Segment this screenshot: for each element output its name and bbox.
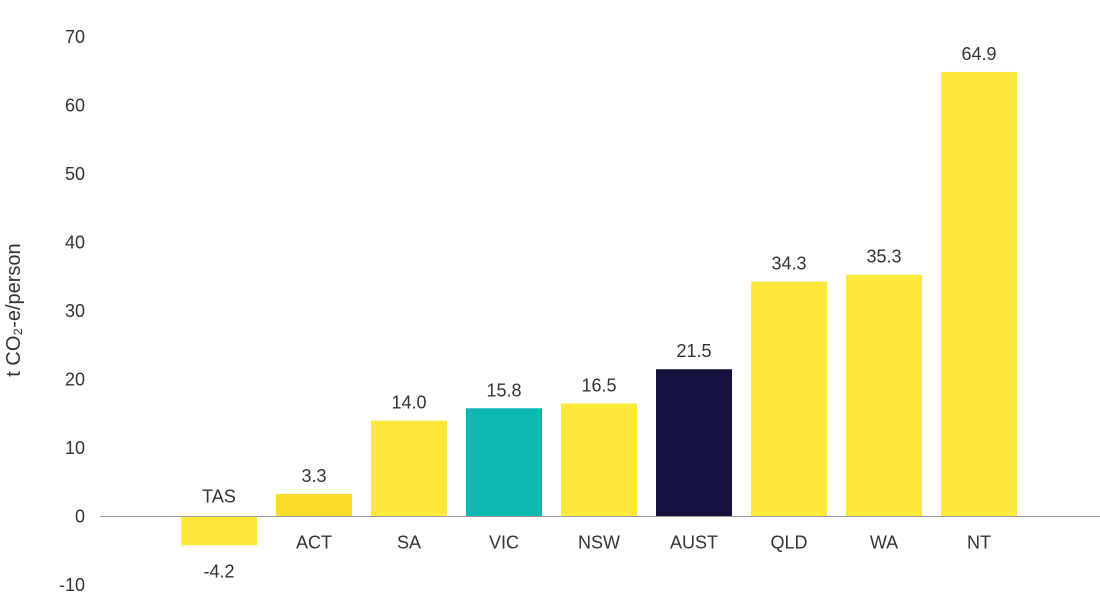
data-label-sa: 14.0 <box>391 393 426 413</box>
data-label-vic: 15.8 <box>486 380 521 400</box>
category-label-aust: AUST <box>670 533 718 553</box>
y-tick-label: -10 <box>59 575 85 595</box>
bar-act <box>276 493 352 517</box>
y-axis-label: t CO₂-e/person <box>3 243 25 376</box>
category-label-tas: TAS <box>202 487 236 507</box>
bar-sa <box>371 420 447 517</box>
bar-vic <box>466 408 542 517</box>
data-label-tas: -4.2 <box>203 561 234 581</box>
data-label-qld: 34.3 <box>771 254 806 274</box>
y-tick-label: 10 <box>65 438 85 458</box>
data-label-wa: 35.3 <box>866 247 901 267</box>
bar-qld <box>751 281 827 517</box>
data-label-aust: 21.5 <box>676 341 711 361</box>
bar-wa <box>846 274 922 517</box>
y-axis-ticks: -10 0 10 20 30 40 50 60 70 <box>59 27 85 595</box>
y-tick-label: 30 <box>65 301 85 321</box>
bars <box>181 71 1017 546</box>
data-labels: -4.2 3.3 14.0 15.8 16.5 21.5 34.3 35.3 64.9 <box>203 44 996 581</box>
category-labels: TAS ACT SA VIC NSW AUST QLD WA NT <box>202 487 991 553</box>
y-tick-label: 70 <box>65 27 85 47</box>
y-tick-label: 0 <box>75 507 85 527</box>
category-label-vic: VIC <box>489 533 519 553</box>
category-label-sa: SA <box>397 533 421 553</box>
category-label-qld: QLD <box>770 533 807 553</box>
bar-nsw <box>561 403 637 517</box>
data-label-nt: 64.9 <box>961 44 996 64</box>
category-label-wa: WA <box>870 533 898 553</box>
y-tick-label: 40 <box>65 233 85 253</box>
bar-tas <box>181 516 257 546</box>
bar-aust <box>656 369 732 517</box>
y-tick-label: 50 <box>65 164 85 184</box>
y-tick-label: 20 <box>65 370 85 390</box>
data-label-act: 3.3 <box>301 466 326 486</box>
data-label-nsw: 16.5 <box>581 375 616 395</box>
bar-nt <box>941 71 1017 517</box>
y-tick-label: 60 <box>65 96 85 116</box>
category-label-act: ACT <box>296 533 332 553</box>
category-label-nt: NT <box>967 533 991 553</box>
category-label-nsw: NSW <box>578 533 620 553</box>
